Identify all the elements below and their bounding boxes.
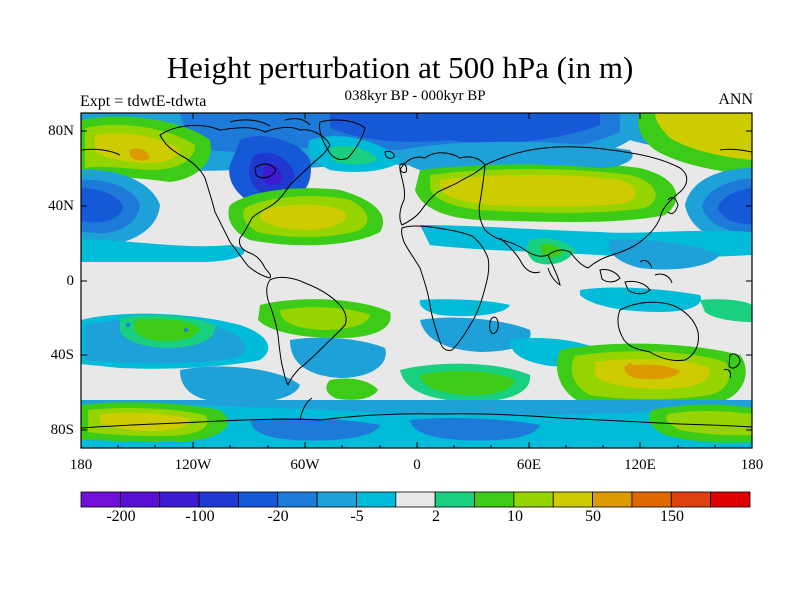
lat-label-40n: 40N xyxy=(48,198,74,214)
colorbar-label: -20 xyxy=(267,508,289,525)
colorbar-swatch xyxy=(356,491,397,508)
colorbar-swatch xyxy=(434,491,475,508)
colorbar-swatch xyxy=(592,491,633,508)
colorbar-label: 2 xyxy=(432,508,440,525)
map-subtitle: 038kyr BP - 000kyr BP xyxy=(344,88,486,104)
lat-label-80n: 80N xyxy=(48,123,74,139)
colorbar-swatch xyxy=(316,491,357,508)
colorbar-swatch xyxy=(552,491,593,508)
colorbar xyxy=(80,491,751,508)
colorbar-label: 50 xyxy=(585,508,601,525)
contour-field xyxy=(81,113,752,448)
colorbar-label: -100 xyxy=(185,508,215,525)
lon-label-60w: 60W xyxy=(290,457,320,473)
lat-label-40s: 40S xyxy=(50,347,74,363)
lon-label-120e: 120E xyxy=(624,457,656,473)
colorbar-label: -200 xyxy=(106,508,136,525)
colorbar-swatch xyxy=(238,491,279,508)
lon-label-120w: 120W xyxy=(174,457,212,473)
map-title: Height perturbation at 500 hPa (in m) xyxy=(166,50,634,85)
lat-label-0: 0 xyxy=(66,273,75,289)
colorbar-swatch xyxy=(670,491,712,508)
colorbar-swatch xyxy=(80,491,121,508)
colorbar-swatch xyxy=(277,491,318,508)
colorbar-swatch xyxy=(119,491,161,508)
colorbar-swatch xyxy=(710,491,751,508)
colorbar-swatch xyxy=(198,491,239,508)
lon-label-180e: 180 xyxy=(740,457,764,473)
colorbar-label: 150 xyxy=(660,508,684,525)
lon-label-60e: 60E xyxy=(516,457,542,473)
colorbar-label: 10 xyxy=(507,508,523,525)
colorbar-swatch xyxy=(513,491,554,508)
lon-label-180w: 180 xyxy=(69,457,93,473)
colorbar-label: -5 xyxy=(350,508,364,525)
lat-label-80s: 80S xyxy=(50,422,74,438)
axis-ticks xyxy=(81,113,752,448)
experiment-label: Expt = tdwtE-tdwta xyxy=(80,93,207,110)
colorbar-swatch xyxy=(159,491,200,508)
lon-label-0: 0 xyxy=(413,457,421,473)
season-label: ANN xyxy=(718,91,753,108)
colorbar-swatch xyxy=(474,491,515,508)
colorbar-swatch xyxy=(395,491,436,508)
coastlines xyxy=(81,118,752,429)
colorbar-swatch xyxy=(631,491,672,508)
